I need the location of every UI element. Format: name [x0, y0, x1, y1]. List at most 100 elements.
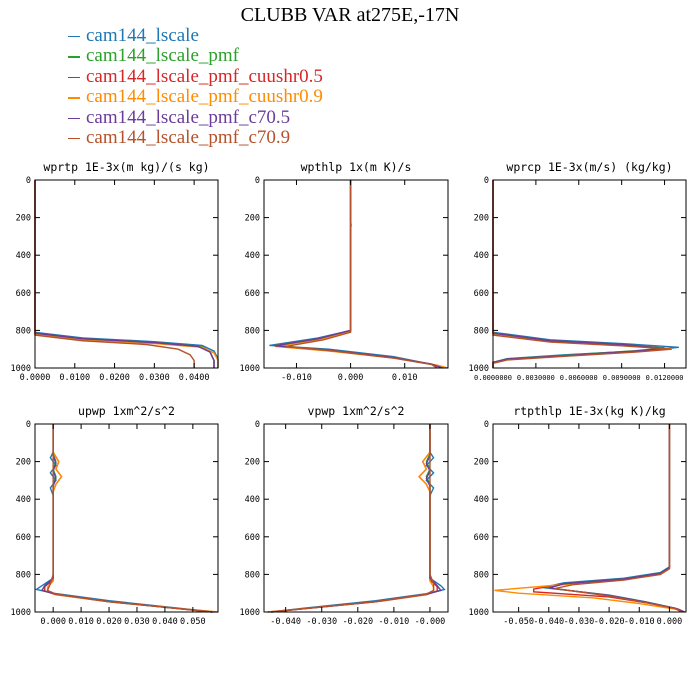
x-tick-label: 0.040: [152, 617, 178, 627]
series-line: [533, 424, 685, 613]
series-line: [34, 180, 215, 368]
y-tick-label: 0: [255, 420, 260, 430]
y-tick-label: 200: [245, 458, 260, 468]
chart-panel: rtpthlp 1E-3x(kg K)/kg 0 200 400 600 800 1000 -…: [469, 404, 687, 627]
series-line: [271, 424, 442, 613]
chart-panel: wpthlp 1x(m K)/s 0 200 400 600 800 1000 -0.010 0…: [240, 160, 449, 383]
panel-title: rtpthlp 1E-3x(kg K)/kg: [513, 404, 665, 418]
series-line: [44, 424, 216, 613]
x-tick-label: 0.0030000: [517, 374, 555, 382]
y-tick-label: 800: [474, 570, 489, 580]
y-tick-label: 0: [26, 420, 31, 430]
legend-swatch: [68, 56, 80, 58]
panel-title: vpwp 1xm^2/s^2: [308, 404, 405, 418]
y-tick-label: 600: [16, 533, 31, 543]
chart-panel: wprtp 1E-3x(m kg)/(s kg) 0 200 400 600 800 100…: [11, 160, 219, 383]
x-tick-label: 0.0120000: [646, 374, 684, 382]
y-tick-label: 800: [245, 326, 260, 336]
y-tick-label: 1000: [240, 608, 260, 618]
legend-item: cam144_lscale_pmf: [68, 46, 323, 66]
x-tick-label: 0.0300: [139, 373, 170, 383]
y-tick-label: 200: [474, 214, 489, 224]
y-tick-label: 0: [484, 420, 489, 430]
y-tick-label: 400: [16, 495, 31, 505]
x-tick-label: 0.0400: [179, 373, 210, 383]
y-tick-label: 600: [16, 289, 31, 299]
series-line: [46, 424, 219, 613]
x-tick-label: -0.010: [281, 373, 312, 383]
series-line: [492, 180, 665, 368]
series-line: [554, 424, 682, 613]
legend: cam144_lscale cam144_lscale_pmf cam144_l…: [68, 25, 323, 149]
plot-frame: [34, 423, 219, 613]
panel-title: wprtp 1E-3x(m kg)/(s kg): [43, 160, 209, 174]
y-tick-label: 1000: [469, 608, 489, 618]
x-tick-label: 0.000: [40, 617, 66, 627]
legend-swatch: [68, 137, 80, 140]
y-tick-label: 400: [16, 251, 31, 261]
series-line: [34, 180, 195, 368]
legend-label: cam144_lscale_pmf_cuushr0.9: [86, 86, 323, 108]
legend-label: cam144_lscale: [86, 25, 199, 46]
legend-label: cam144_lscale_pmf_cuushr0.5: [86, 65, 323, 87]
series-line: [274, 180, 443, 369]
series-line: [34, 180, 219, 368]
x-tick-label: 0.010: [68, 617, 94, 627]
series-line: [271, 424, 446, 613]
y-tick-label: 400: [245, 495, 260, 505]
series-line: [269, 180, 443, 369]
x-tick-label: 0.020: [96, 617, 122, 627]
panel-title: wprcp 1E-3x(m/s) (kg/kg): [506, 160, 672, 174]
x-tick-label: -0.020: [342, 617, 373, 627]
y-tick-label: 0: [255, 176, 260, 186]
y-tick-label: 0: [26, 176, 31, 186]
series-line: [492, 180, 672, 368]
series-line: [492, 180, 672, 368]
y-tick-label: 200: [245, 214, 260, 224]
x-tick-label: -0.040: [533, 617, 564, 627]
y-tick-label: 1000: [11, 364, 31, 374]
x-tick-label: 0.010: [392, 373, 418, 383]
y-tick-label: 1000: [469, 364, 489, 374]
series-line: [548, 424, 685, 613]
x-tick-label: 0.0090000: [603, 374, 641, 382]
y-tick-label: 800: [16, 570, 31, 580]
legend-swatch: [68, 35, 80, 38]
panel-title: wpthlp 1x(m K)/s: [301, 160, 412, 174]
series-line: [492, 180, 665, 368]
plot-frame: [263, 179, 449, 369]
series-line: [267, 424, 438, 613]
legend-swatch: [68, 117, 80, 120]
series-line: [34, 180, 219, 368]
legend-label: cam144_lscale_pmf_c70.9: [86, 127, 291, 149]
panel-title: upwp 1xm^2/s^2: [78, 404, 175, 418]
series-line: [274, 180, 449, 369]
y-tick-label: 800: [16, 326, 31, 336]
y-tick-label: 400: [474, 495, 489, 505]
series-line: [267, 424, 435, 613]
legend-item: cam144_lscale_pmf_cuushr0.5: [68, 65, 323, 87]
y-tick-label: 400: [474, 251, 489, 261]
x-tick-label: 0.050: [180, 617, 206, 627]
legend-swatch: [68, 97, 80, 99]
y-tick-label: 400: [245, 251, 260, 261]
series-line: [46, 424, 213, 613]
y-tick-label: 1000: [240, 364, 260, 374]
legend-item: cam144_lscale: [68, 25, 323, 46]
series-line: [274, 180, 443, 369]
x-tick-label: 0.0000: [20, 373, 51, 383]
legend-swatch: [68, 76, 80, 79]
y-tick-label: 800: [245, 570, 260, 580]
x-tick-label: -0.000: [415, 617, 446, 627]
series-line: [34, 424, 213, 613]
plot-frame: [492, 423, 687, 613]
plot-frame: [492, 179, 687, 369]
series-line: [40, 424, 213, 613]
x-tick-label: -0.010: [379, 617, 410, 627]
x-tick-label: 0.000: [657, 617, 683, 627]
x-tick-label: -0.030: [564, 617, 595, 627]
figure-title: CLUBB VAR at275E,-17N: [240, 4, 460, 26]
y-tick-label: 200: [16, 458, 31, 468]
y-tick-label: 600: [474, 533, 489, 543]
